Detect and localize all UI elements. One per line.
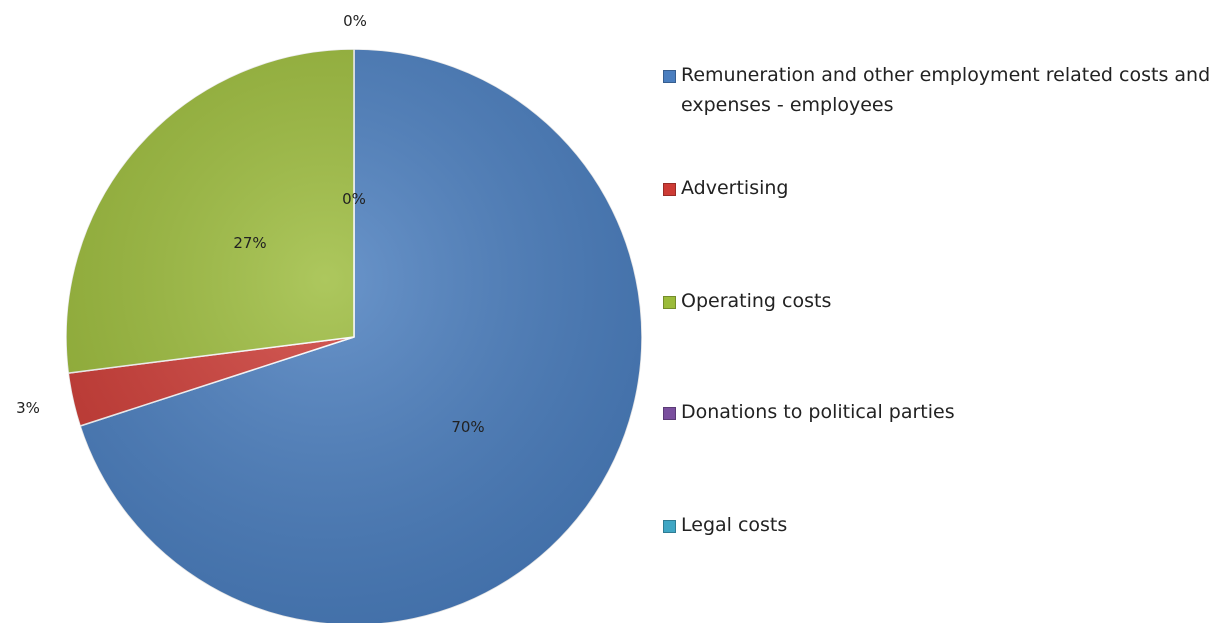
data-label-operating-costs: 27% (233, 234, 266, 252)
legend-swatch-legal-costs (663, 520, 676, 533)
legend-swatch-donations (663, 407, 676, 420)
data-label-advertising: 3% (16, 399, 40, 417)
legend-swatch-operating-costs (663, 296, 676, 309)
legend-item-legal-costs: Legal costs (663, 510, 1219, 540)
pie-data-labels: 70% 3% 27% 0% 0% (16, 12, 485, 436)
legend-label: Donations to political parties (681, 401, 955, 423)
data-label-legal-costs: 0% (342, 190, 366, 208)
legend-swatch-advertising (663, 183, 676, 196)
pie-chart: 70% 3% 27% 0% 0% (16, 12, 643, 623)
legend-item-operating-costs: Operating costs (663, 286, 1219, 316)
pie-slices (65, 48, 643, 623)
pie-slice-operating-costs (65, 48, 355, 374)
legend-item-donations: Donations to political parties (663, 397, 1219, 427)
legend-item-advertising: Advertising (663, 173, 1219, 203)
legend-label: Remuneration and other employment relate… (681, 64, 1211, 116)
legend-label: Operating costs (681, 290, 832, 312)
legend-label: Advertising (681, 177, 789, 199)
legend-swatch-remuneration (663, 70, 676, 83)
data-label-donations: 0% (343, 12, 367, 30)
legend-label: Legal costs (681, 514, 788, 536)
data-label-remuneration: 70% (451, 418, 484, 436)
legend-item-remuneration: Remuneration and other employment relate… (663, 60, 1219, 120)
